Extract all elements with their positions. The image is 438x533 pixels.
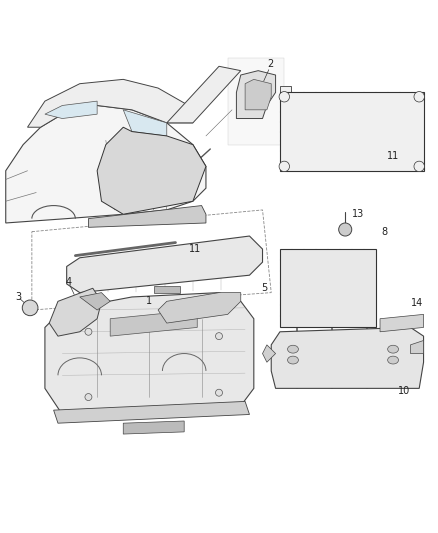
Circle shape <box>279 92 290 102</box>
Ellipse shape <box>388 345 399 353</box>
Polygon shape <box>88 206 206 228</box>
Text: 10: 10 <box>398 385 410 395</box>
Ellipse shape <box>288 345 298 353</box>
Circle shape <box>339 223 352 236</box>
Polygon shape <box>245 79 271 110</box>
Polygon shape <box>80 293 110 310</box>
Polygon shape <box>228 58 284 144</box>
Polygon shape <box>158 293 241 323</box>
Polygon shape <box>45 293 254 415</box>
Bar <box>280 92 424 171</box>
Text: 11: 11 <box>189 244 201 254</box>
Bar <box>280 249 376 327</box>
Polygon shape <box>123 110 167 136</box>
Polygon shape <box>262 345 276 362</box>
Text: 5: 5 <box>261 283 268 293</box>
Polygon shape <box>97 127 206 214</box>
Text: 3: 3 <box>15 292 21 302</box>
Text: 2: 2 <box>267 59 273 69</box>
Circle shape <box>414 161 424 172</box>
Polygon shape <box>45 101 97 118</box>
Polygon shape <box>28 79 193 127</box>
Circle shape <box>279 161 290 172</box>
Bar <box>280 86 291 97</box>
Circle shape <box>85 393 92 400</box>
Polygon shape <box>123 421 184 434</box>
Polygon shape <box>410 341 424 353</box>
Polygon shape <box>110 310 197 336</box>
Circle shape <box>22 300 38 316</box>
Bar <box>280 110 289 118</box>
Polygon shape <box>67 236 262 293</box>
Circle shape <box>215 389 223 396</box>
Text: 11: 11 <box>387 150 399 160</box>
Polygon shape <box>380 314 424 332</box>
Ellipse shape <box>388 356 399 364</box>
Circle shape <box>85 328 92 335</box>
Ellipse shape <box>288 356 298 364</box>
Polygon shape <box>167 66 241 123</box>
Bar <box>154 286 180 293</box>
Circle shape <box>414 92 424 102</box>
Text: 13: 13 <box>352 209 364 219</box>
Text: 14: 14 <box>411 298 423 309</box>
Text: 4: 4 <box>66 277 72 287</box>
Text: 8: 8 <box>381 227 388 237</box>
Polygon shape <box>6 106 206 223</box>
Circle shape <box>215 333 223 340</box>
Text: 1: 1 <box>146 296 152 306</box>
Polygon shape <box>49 288 102 336</box>
Polygon shape <box>237 71 276 118</box>
Polygon shape <box>271 327 424 389</box>
Polygon shape <box>53 401 250 423</box>
